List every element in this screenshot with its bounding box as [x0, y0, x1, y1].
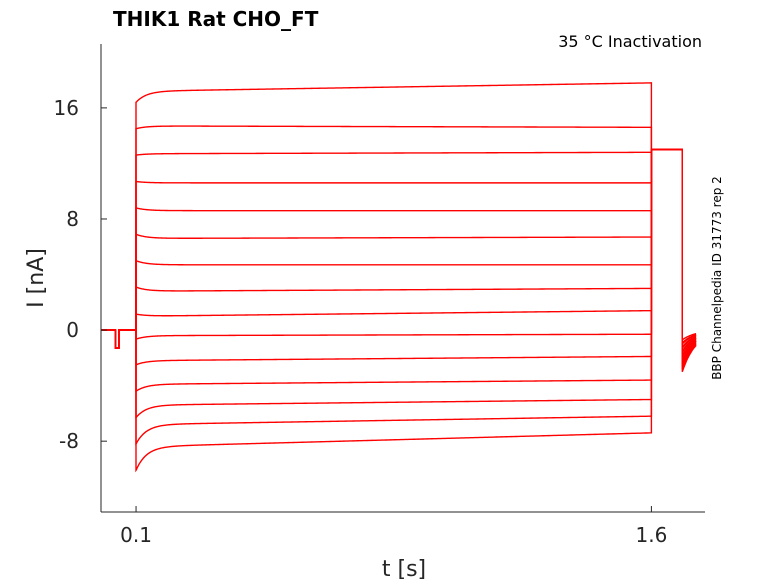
trace-1 — [101, 82, 697, 349]
y-tick-label: 8 — [66, 207, 79, 231]
trace-8 — [101, 148, 697, 358]
trace-12 — [101, 148, 697, 393]
trace-10 — [101, 148, 697, 360]
trace-3 — [101, 148, 697, 349]
traces — [101, 82, 697, 473]
chart-subtitle: 35 °C Inactivation — [558, 32, 702, 51]
y-tick-label: 16 — [54, 96, 79, 120]
trace-15 — [101, 148, 697, 473]
trace-5 — [101, 148, 697, 351]
x-tick-label: 1.6 — [635, 523, 667, 547]
trace-11 — [101, 148, 697, 366]
y-tick-label: -8 — [59, 429, 79, 453]
trace-2 — [101, 125, 697, 349]
trace-4 — [101, 148, 697, 349]
x-tick-label: 0.1 — [120, 523, 152, 547]
trace-6 — [101, 148, 697, 354]
side-label: BBP Channelpedia ID 31773 rep 2 — [710, 176, 724, 380]
y-tick-label: 0 — [66, 318, 79, 342]
trace-7 — [101, 148, 697, 355]
trace-13 — [101, 148, 697, 419]
y-axis-label: I [nA] — [24, 248, 49, 308]
x-axis-label: t [s] — [382, 557, 426, 582]
chart-title: THIK1 Rat CHO_FT — [113, 7, 319, 31]
trace-9 — [101, 148, 697, 357]
trace-14 — [101, 148, 697, 446]
